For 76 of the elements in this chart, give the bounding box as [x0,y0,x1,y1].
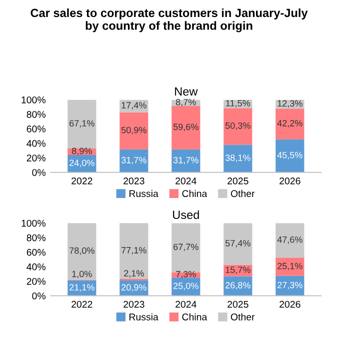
y-tick-label: 100% [22,220,46,227]
bar [276,139,304,172]
data-label: 8,9% [72,148,92,156]
data-label: 77,1% [122,247,146,255]
data-label: 42,2% [277,120,302,128]
legend-label: Russia [129,313,158,320]
data-label: 47,6% [277,236,302,244]
y-tick-label: 0% [32,292,46,300]
y-tick-label: 80% [26,234,46,242]
data-label: 25,1% [278,262,302,270]
data-label: 67,1% [70,120,94,128]
bar [224,144,252,172]
data-label: 1,0% [72,270,92,278]
data-label: 26,8% [226,282,250,290]
y-tick-label: 40% [26,263,46,270]
data-label: 15,7% [226,266,250,274]
y-tick-label: 40% [26,140,46,147]
data-label: 59,6% [173,124,198,132]
x-tick-label: 2023 [124,300,144,308]
bar [68,100,96,148]
bar [276,108,304,140]
data-label: 27,3% [278,282,302,290]
bar [224,108,252,145]
data-label: 50,9% [121,126,146,134]
y-tick-label: 60% [26,248,46,256]
y-tick-label: 80% [26,110,46,118]
data-label: 21,1% [70,284,94,292]
x-tick-label: 2025 [228,300,248,308]
data-label: 67,7% [174,244,198,252]
legend-label: Other [230,313,255,320]
data-label: 12,3% [278,100,302,108]
x-tick-label: 2026 [280,300,300,308]
bar [276,223,304,258]
data-label: 31,7% [121,156,146,164]
x-tick-label: 2022 [72,300,92,308]
x-tick-label: 2023 [124,178,144,184]
data-label: 38,1% [225,154,250,162]
data-label: 78,0% [70,247,94,255]
chart-title: Car sales to corporate customers in January-July by country of the brand origin [30,8,308,32]
legend-label: China [182,313,208,320]
data-label: 7,3% [176,270,196,278]
data-label: 8,7% [176,98,196,106]
bar [120,149,148,172]
legend-label: Other [230,190,255,198]
data-label: 24,0% [70,160,94,168]
data-label: 20,9% [122,284,146,292]
legend-label: Russia [129,190,158,198]
data-label: 31,7% [173,156,198,164]
x-tick-label: 2022 [72,178,92,184]
y-tick-label: 0% [32,169,46,176]
bar [172,106,200,150]
x-tick-label: 2026 [280,178,300,184]
bar [224,223,252,265]
x-tick-label: 2025 [228,178,248,184]
chart-subtitle: New [175,87,198,96]
data-label: 50,3% [225,122,250,130]
data-label: 25,0% [174,282,198,290]
bar [172,223,200,272]
chart-title: Used [173,210,199,220]
bar [120,223,148,280]
x-tick-label: 2024 [176,300,196,308]
bar [172,149,200,172]
data-label: 11,5% [226,100,250,108]
bar [276,258,304,276]
y-tick-label: 20% [26,154,46,162]
bar [120,112,148,150]
y-tick-label: 100% [22,96,46,104]
y-tick-label: 60% [26,126,46,132]
data-label: 45,5% [277,152,302,160]
bar [68,223,96,280]
data-label: 2,1% [124,270,144,278]
y-tick-label: 20% [26,278,46,285]
data-label: 17,4% [122,102,146,110]
data-label: 57,4% [225,240,250,248]
legend-label: China [182,190,208,198]
x-tick-label: 2024 [176,178,196,184]
